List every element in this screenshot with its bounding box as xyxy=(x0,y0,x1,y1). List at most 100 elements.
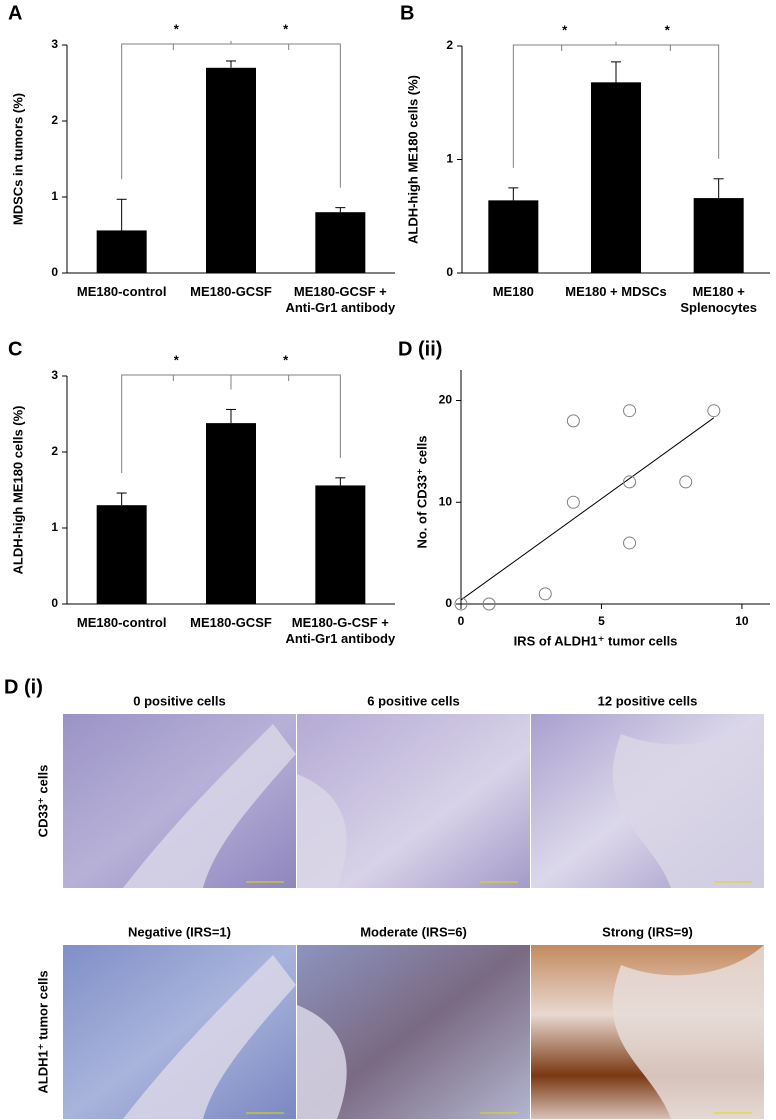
bar xyxy=(488,200,539,273)
x-tick-label: ME180 + Splenocytes xyxy=(680,284,757,315)
x-tick-label: ME180-GCSF xyxy=(190,615,272,630)
significance-label: * xyxy=(562,22,568,37)
y-tick-label: 1 xyxy=(446,152,453,166)
y-tick-label: 0 xyxy=(51,596,58,610)
panel-label: D (i) xyxy=(4,676,43,698)
image-title: Negative (IRS=1) xyxy=(128,924,231,939)
significance-bracket xyxy=(561,41,617,46)
significance-label: * xyxy=(665,22,671,37)
error-bar xyxy=(226,60,236,68)
scatter-point xyxy=(623,475,637,489)
significance-bracket xyxy=(230,40,290,50)
x-axis-label: IRS of ALDH1⁺ tumor cells xyxy=(514,633,678,648)
y-tick-label: 20 xyxy=(439,393,453,407)
significance-label: * xyxy=(283,352,289,367)
panel-label: C xyxy=(8,338,22,360)
tissue-gap xyxy=(297,1005,347,1119)
x-tick-label-line: ME180 xyxy=(493,284,534,299)
x-tick-label: ME180-GCSF xyxy=(190,284,272,299)
x-tick-label-line: Anti-Gr1 antibody xyxy=(285,300,396,315)
scatter-point xyxy=(454,597,468,611)
bar xyxy=(96,230,147,273)
scatter-point xyxy=(538,587,552,601)
scatter-point xyxy=(623,404,637,418)
panel-label: D (ii) xyxy=(398,338,442,360)
bar xyxy=(693,198,744,273)
x-tick-label: ME180-control xyxy=(77,615,167,630)
significance-bracket xyxy=(173,40,232,45)
x-tick-label-line: ME180-GCSF xyxy=(190,284,272,299)
error-bar xyxy=(226,408,236,424)
tissue-gap xyxy=(612,945,764,1119)
bar xyxy=(96,505,147,604)
x-tick-label: 0 xyxy=(458,614,465,628)
image-title: Moderate (IRS=6) xyxy=(360,924,467,939)
x-tick-label-line: ME180 + xyxy=(692,284,745,299)
y-axis-label: ALDH-high ME180 cells (%) xyxy=(405,75,420,244)
x-tick-label: 10 xyxy=(735,614,749,628)
x-tick-label-line: ME180-GCSF + xyxy=(294,284,387,299)
significance-label: * xyxy=(174,352,180,367)
tissue-gap xyxy=(612,714,764,888)
tissue-gap xyxy=(123,955,296,1119)
y-tick-label: 0 xyxy=(446,265,453,279)
error-bar xyxy=(508,187,519,201)
significance-bracket xyxy=(512,44,563,168)
image-title: 12 positive cells xyxy=(598,693,698,708)
x-tick-label: ME180 xyxy=(493,284,534,299)
y-axis-label: ALDH-high ME180 cells (%) xyxy=(10,405,25,574)
x-tick-label: ME180-G-CSF + Anti-Gr1 antibody xyxy=(285,615,396,646)
significance-bracket xyxy=(121,43,174,180)
error-bar xyxy=(611,61,621,83)
x-tick-label-line: ME180-G-CSF + xyxy=(292,615,390,630)
y-tick-label: 2 xyxy=(51,113,58,127)
x-tick-label-line: ME180-control xyxy=(77,284,167,299)
panel-label: B xyxy=(400,2,414,24)
scatter-point xyxy=(566,414,580,428)
significance-bracket xyxy=(288,374,341,458)
significance-bracket xyxy=(173,374,232,390)
y-axis-label: MDSCs in tumors (%) xyxy=(10,93,25,225)
image-title: Strong (IRS=9) xyxy=(602,924,693,939)
significance-label: * xyxy=(283,21,289,36)
x-tick-label-line: ME180 + MDSCs xyxy=(565,284,667,299)
significance-bracket xyxy=(670,44,720,159)
y-tick-label: 3 xyxy=(51,37,58,51)
panel-label: A xyxy=(8,2,22,24)
scatter-point xyxy=(623,536,637,550)
error-bar xyxy=(335,207,346,213)
bar xyxy=(315,485,366,604)
y-tick-label: 1 xyxy=(51,189,58,203)
y-tick-label: 0 xyxy=(51,265,58,279)
y-tick-label: 10 xyxy=(439,494,453,508)
y-tick-label: 3 xyxy=(51,368,58,382)
image-title: 6 positive cells xyxy=(367,693,460,708)
image-title: 0 positive cells xyxy=(133,693,226,708)
y-tick-label: 2 xyxy=(51,444,58,458)
row-label: ALDH1⁺ tumor cells xyxy=(35,970,50,1093)
significance-bracket xyxy=(230,374,290,390)
error-bar xyxy=(335,477,346,486)
x-tick-label: ME180 + MDSCs xyxy=(565,284,667,299)
x-tick-label-line: Anti-Gr1 antibody xyxy=(285,631,396,646)
significance-label: * xyxy=(174,21,180,36)
y-tick-label: 1 xyxy=(51,520,58,534)
bar xyxy=(591,82,641,273)
significance-bracket xyxy=(615,41,671,51)
y-tick-label: 2 xyxy=(446,38,453,52)
error-bar xyxy=(713,178,724,199)
tissue-gap xyxy=(297,774,347,888)
scatter-point xyxy=(707,404,721,418)
row-label: CD33⁺ cells xyxy=(35,765,50,838)
x-tick-label: ME180-control xyxy=(77,284,167,299)
tissue-gap xyxy=(123,724,296,888)
x-tick-label: 5 xyxy=(598,614,605,628)
bar xyxy=(206,423,256,604)
error-bar xyxy=(116,492,127,506)
scatter-point xyxy=(679,475,693,489)
scatter-point xyxy=(482,597,496,611)
y-axis-label: No. of CD33⁺ cells xyxy=(414,435,429,548)
significance-bracket xyxy=(288,43,341,188)
x-tick-label-line: ME180-control xyxy=(77,615,167,630)
